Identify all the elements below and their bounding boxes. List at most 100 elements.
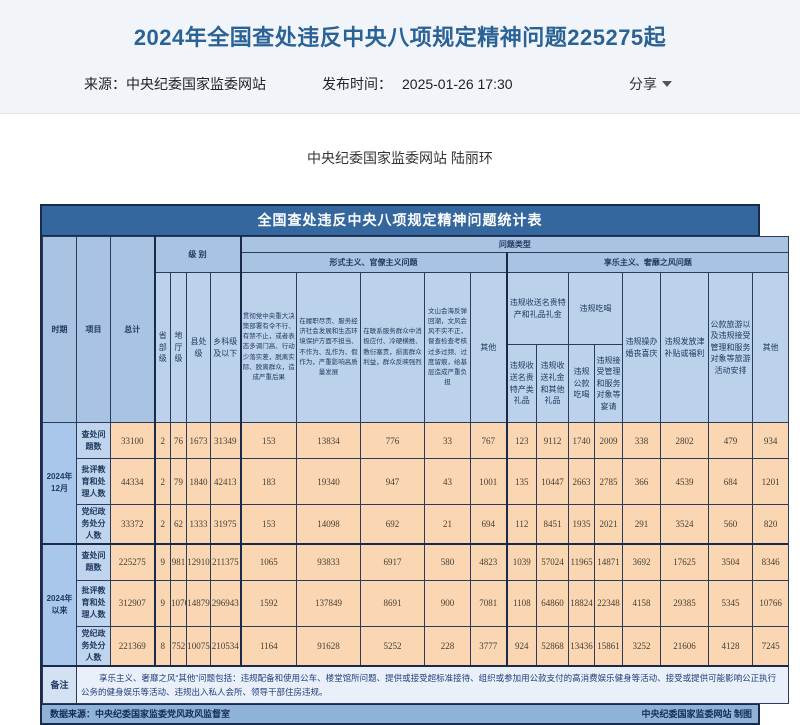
- value-cell: 947: [360, 458, 426, 505]
- statistics-table: 全国查处违反中央八项规定精神问题统计表 时期 项目 总计 级 别 问题类型 形式…: [40, 204, 790, 725]
- value-cell: 10766: [752, 579, 790, 627]
- col-header-hedonism-other: 其他: [752, 272, 790, 423]
- value-cell: 338: [622, 422, 662, 459]
- value-cell: 694: [470, 504, 508, 545]
- chevron-down-icon: [662, 81, 672, 87]
- col-header-item: 项目: [76, 236, 111, 423]
- value-cell: 1840: [186, 458, 211, 505]
- item-label: 查处问题数: [76, 422, 111, 459]
- value-cell: 1164: [239, 625, 298, 666]
- value-cell: 3692: [622, 543, 662, 581]
- page-title: 2024年全国查处违反中央八项规定精神问题225275起: [133, 25, 667, 50]
- col-header-formalism-4: 文山会海反弹回潮，文风会风不实不正，督查检查考核过多过频、过度留痕，给基层造成严…: [424, 272, 472, 423]
- value-cell: 13834: [296, 422, 362, 459]
- table-row: 批评教育和处理人数 44334 2 79 1840 42413 183 19340 947 43 1…: [43, 458, 790, 505]
- value-cell: 210534: [209, 625, 242, 666]
- value-cell: 9112: [536, 422, 570, 459]
- value-cell: 1108: [505, 579, 538, 627]
- value-cell: 934: [752, 422, 790, 459]
- value-cell: 981: [170, 543, 187, 581]
- col-group-level: 级 别: [153, 236, 242, 273]
- col-header-total: 总计: [110, 236, 155, 423]
- item-label: 批评教育和处理人数: [76, 458, 111, 505]
- value-cell: 112: [505, 504, 538, 545]
- note-label: 备注: [42, 664, 77, 704]
- value-cell: 135: [505, 458, 538, 505]
- value-cell: 31975: [209, 504, 242, 545]
- item-label: 党纪政务处分人数: [76, 504, 111, 545]
- value-cell: 366: [622, 458, 662, 505]
- value-cell: 900: [424, 579, 472, 627]
- value-cell: 1740: [568, 422, 596, 459]
- value-cell: 33: [424, 422, 472, 459]
- value-cell: 776: [360, 422, 426, 459]
- value-cell: 15861: [594, 625, 624, 666]
- value-cell: 1935: [568, 504, 596, 545]
- credit-text: 中央纪委国家监委网站 制图: [641, 709, 752, 719]
- value-cell: 2: [153, 458, 171, 505]
- source-label: 来源：: [84, 76, 126, 92]
- share-button[interactable]: 分享: [629, 74, 672, 94]
- value-cell: 7245: [752, 625, 790, 666]
- value-cell: 2: [153, 504, 171, 545]
- table-row: 批评教育和处理人数3129079107614879296943159213784…: [43, 579, 790, 627]
- col-header-level-township: 乡科级及以下: [209, 272, 242, 423]
- col-header-level-county: 县处级: [186, 272, 211, 423]
- value-cell: 3524: [660, 504, 710, 545]
- value-cell: 692: [360, 504, 426, 545]
- publish-value: 2025-01-26 17:30: [402, 76, 513, 92]
- value-cell: 12910: [186, 543, 211, 581]
- value-cell: 2802: [660, 422, 710, 459]
- item-label: 批评教育和处理人数: [76, 579, 111, 627]
- table-body: 2024年12月 查处问题数 33100 2 76 1673 31349 153 13834 77…: [42, 422, 790, 666]
- value-cell: 153: [239, 422, 298, 459]
- value-cell: 9: [153, 579, 171, 627]
- value-cell: 2021: [594, 504, 624, 545]
- value-cell: 2009: [594, 422, 624, 459]
- value-cell: 52868: [536, 625, 570, 666]
- value-cell: 5252: [360, 625, 426, 666]
- value-cell: 137849: [296, 579, 362, 627]
- value-cell: 3252: [622, 625, 662, 666]
- col-header-formalism-1: 贯彻党中央重大决策部署有令不行、有禁不止，或者表态多调门高、行动少落实差，脱离实…: [239, 272, 298, 423]
- value-cell: 10447: [536, 458, 570, 505]
- value-cell: 1201: [752, 458, 790, 505]
- note-text: 享乐主义、奢靡之风“其他”问题包括：违规配备和使用公车、楼堂馆所问题、提供或接受…: [75, 664, 790, 704]
- value-cell: 479: [708, 422, 754, 459]
- value-cell: 22348: [594, 579, 624, 627]
- value-cell: 8451: [536, 504, 570, 545]
- value-cell: 1065: [239, 543, 298, 581]
- table-row: 2024年以来 查处问题数 225275 9 981 12910 211375 1065 938…: [42, 543, 790, 666]
- period-label: 2024年12月: [42, 422, 77, 545]
- value-cell: 1592: [239, 579, 298, 627]
- value-cell: 296943: [209, 579, 242, 627]
- col-header-level-prefecture: 地厅级: [170, 272, 187, 423]
- value-cell: 5345: [708, 579, 754, 627]
- col-header-level-province: 省部级: [153, 272, 171, 423]
- value-cell: 1673: [186, 422, 211, 459]
- col-header-allowance: 违规发放津补贴或福利: [660, 272, 710, 423]
- value-cell: 14879: [186, 579, 211, 627]
- col-header-period: 时期: [42, 236, 77, 423]
- value-cell: 91628: [296, 625, 362, 666]
- share-label: 分享: [629, 76, 657, 92]
- col-header-dining-banquet: 违规接受管理和服务对象等宴请: [594, 344, 624, 423]
- value-cell: 79: [170, 458, 187, 505]
- value-cell: 9: [153, 543, 171, 581]
- publish-label: 发布时间：: [322, 76, 392, 92]
- value-cell: 183: [239, 458, 298, 505]
- value-cell: 924: [505, 625, 538, 666]
- col-header-formalism-2: 在履职尽责、服务经济社会发展和生态环境保护方面不担当、不作为、乱作为、假作为，严…: [296, 272, 362, 423]
- value-cell: 93833: [296, 543, 362, 581]
- source-value: 中央纪委国家监委网站: [126, 76, 266, 92]
- value-cell: 44334: [110, 458, 155, 505]
- byline: 中央纪委国家监委网站 陆丽环: [307, 150, 493, 166]
- value-cell: 820: [752, 504, 790, 545]
- table-footer: 数据来源：中央纪委国家监委党风政风监督室 中央纪委国家监委网站 制图: [42, 704, 758, 723]
- col-group-formalism: 形式主义、官僚主义问题: [239, 252, 508, 273]
- meta-row: 来源： 中央纪委国家监委网站 发布时间： 2025-01-26 17:30 分享: [0, 74, 800, 94]
- value-cell: 1333: [186, 504, 211, 545]
- table-row: 党纪政务处分人数 221369 8 752 10075 210534 1164 91628 52…: [43, 625, 790, 666]
- value-cell: 43: [424, 458, 472, 505]
- value-cell: 7081: [470, 579, 508, 627]
